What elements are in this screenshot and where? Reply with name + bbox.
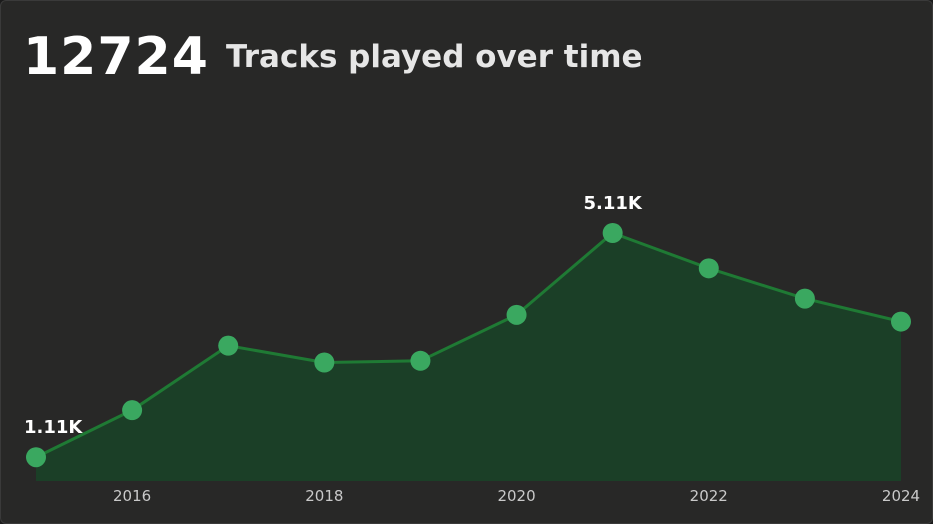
data-label-1.11K: 1.11K	[24, 417, 83, 438]
chart-title: Tracks played over time	[226, 39, 643, 75]
total-tracks-value: 12724	[23, 27, 209, 87]
x-tick-2020: 2020	[497, 487, 535, 505]
data-point-2016	[122, 400, 143, 421]
data-point-2015	[26, 447, 46, 468]
data-point-2024	[891, 311, 911, 332]
data-point-2017	[218, 335, 239, 356]
data-point-2020	[506, 304, 527, 325]
data-point-2022	[698, 258, 719, 279]
data-label-5.11K: 5.11K	[583, 193, 642, 214]
data-point-2021	[602, 223, 623, 243]
data-point-2019	[410, 350, 431, 371]
x-tick-2018: 2018	[305, 487, 343, 505]
x-tick-2022: 2022	[690, 487, 728, 505]
x-tick-2016: 2016	[113, 487, 151, 505]
area-fill	[36, 233, 901, 481]
data-point-2018	[314, 352, 335, 373]
x-tick-2024: 2024	[882, 487, 920, 505]
series-line	[35, 231, 902, 459]
data-point-2023	[794, 288, 815, 309]
